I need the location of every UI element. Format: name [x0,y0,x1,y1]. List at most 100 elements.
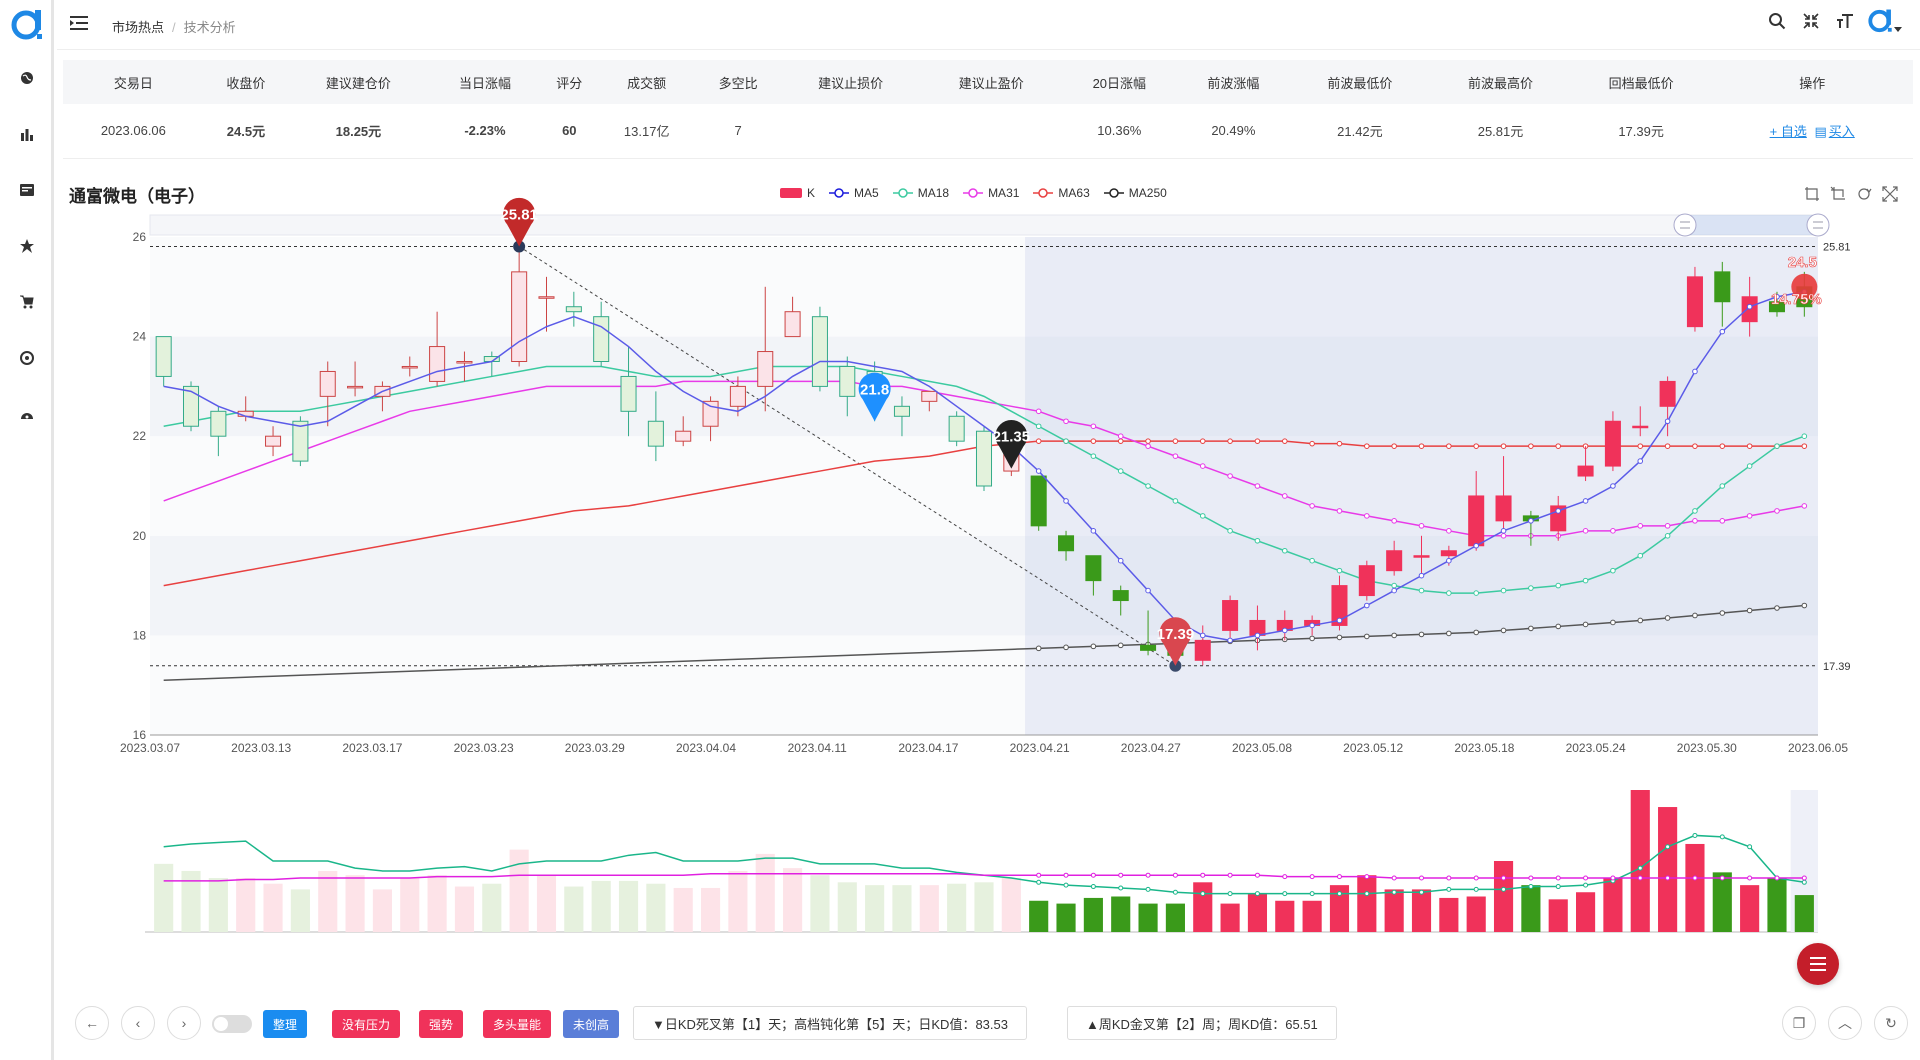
kline-chart[interactable]: 16 18 20 22 24 26 2023.03.07 2023.03.13 2023.03.… [0,0,1920,1000]
mode-toggle[interactable] [212,1015,252,1033]
col-entry: 建议建仓价 [288,60,429,104]
copy-button[interactable]: ❐ [1782,1006,1816,1040]
volume-ma-long-point [1282,874,1288,880]
y-tick-label: 24 [133,330,147,344]
y-tick-label: 26 [133,230,147,244]
scroll-top-button[interactable]: ︿ [1828,1006,1862,1040]
ma63-point [1172,438,1179,444]
ma18-point [1172,498,1179,504]
ma18-point [1500,587,1507,594]
add-watchlist-link[interactable]: + 自选 [1769,124,1807,140]
legend-item-ma250[interactable]: MA250 [1103,186,1167,200]
search-icon[interactable] [1766,10,1788,32]
grid-band [150,635,1818,735]
sidebar-item-news[interactable] [17,180,37,200]
last-price-pct-label: 14.75% [1771,291,1822,308]
price-marker-pin [995,419,1028,469]
cell-actions: + 自选 ▤ 买入 [1711,104,1913,159]
legend-item-ma18[interactable]: MA18 [892,186,949,200]
volume-ma-short-point [1446,886,1452,892]
y-tick-label: 22 [133,429,147,443]
ma18-point [1774,443,1780,449]
x-tick-label: 2023.03.07 [120,741,180,755]
sidebar-item-chart[interactable] [17,124,37,144]
volume-ma-long-point [1063,872,1069,878]
volume-ma-short-point [1036,879,1042,885]
legend-item-ma31[interactable]: MA31 [963,186,1019,200]
ma18-point [1528,585,1534,591]
breadcrumb-current: 技术分析 [183,20,236,35]
legend-item-k[interactable]: K [780,186,815,200]
ma5-point [1719,328,1726,335]
sidebar-item-cart[interactable] [17,292,37,312]
volume-bar [263,883,283,932]
price-marker-pin [858,372,891,422]
col-actions: 操作 [1711,60,1913,104]
candle-body [620,375,637,412]
volume-bar [1521,885,1541,932]
buy-link[interactable]: 买入 [1828,124,1855,140]
cell-prev-wave-chg: 20.49% [1177,104,1290,159]
sidebar-item-target[interactable] [17,348,37,368]
legend-item-ma63[interactable]: MA63 [1033,186,1090,200]
sidebar-item-dashboard[interactable] [17,404,37,424]
back-button[interactable]: ← [75,1006,109,1040]
restore-icon[interactable] [1856,186,1872,202]
ma31-point [1418,523,1425,529]
sidebar-item-star[interactable] [17,236,37,256]
volume-bar [1302,900,1322,932]
save-image-icon[interactable] [1882,186,1898,202]
ma5-point [1090,528,1097,534]
ma18-point [1117,468,1124,474]
ma5-point [1637,458,1644,464]
floating-menu-button[interactable] [1797,943,1839,985]
legend-label: MA5 [854,186,879,200]
candle-body [1194,639,1211,661]
ma63-point [1637,443,1644,449]
volume-bar [1001,878,1021,932]
compress-icon[interactable] [1800,10,1822,32]
volume-bar [1193,882,1213,932]
zoom-reset-icon[interactable] [1830,186,1846,202]
x-tick-label: 2023.03.23 [454,741,514,755]
copy-icon: ❐ [1792,1014,1806,1031]
volume-bar [400,878,420,932]
ma31-point [1500,533,1507,539]
stock-summary-table: 交易日 收盘价 建议建仓价 当日涨幅 评分 成交额 多空比 建议止损价 建议止盈… [63,60,1913,159]
cell-turnover: 13.17亿 [597,104,696,159]
volume-ma-short-point [1391,889,1397,895]
volume-bar [755,853,775,932]
user-menu[interactable] [1868,9,1902,33]
ma31-point [1117,433,1124,440]
cell-change: -2.23% [428,104,542,159]
prev-button[interactable]: ‹ [121,1006,155,1040]
x-tick-label: 2023.06.05 [1788,741,1848,755]
refresh-button[interactable]: ↻ [1874,1006,1908,1040]
ma18-point [1555,582,1562,589]
volume-ma-long-point [1172,872,1178,878]
chevron-up-icon: ︿ [1838,1015,1852,1031]
brand-logo-icon[interactable] [11,8,45,42]
breadcrumb-root[interactable]: 市场热点 [112,20,165,35]
volume-bar [1138,903,1158,932]
next-button[interactable]: › [167,1006,201,1040]
ma5-point [1500,528,1507,534]
ma18-point [1254,537,1261,544]
font-size-icon[interactable] [1834,10,1856,32]
candle-body [538,296,555,299]
volume-ma-long-point [1364,874,1370,880]
legend-item-ma5[interactable]: MA5 [829,186,879,200]
sidebar-item-globe[interactable] [17,68,37,88]
volume-ma-short-point [1719,834,1725,840]
ma63-point [1145,438,1151,444]
zoom-select-icon[interactable] [1804,186,1820,202]
candle-body [182,385,200,427]
ma5-point [1281,627,1288,634]
header-actions [1766,9,1902,33]
candle-body [1440,550,1457,557]
col-prev-high: 前波最高价 [1430,60,1571,104]
caret-down-icon [1894,27,1902,32]
volume-ma-long-point [1227,872,1233,878]
menu-toggle-icon[interactable] [70,15,88,31]
ma5-point [1774,293,1780,300]
